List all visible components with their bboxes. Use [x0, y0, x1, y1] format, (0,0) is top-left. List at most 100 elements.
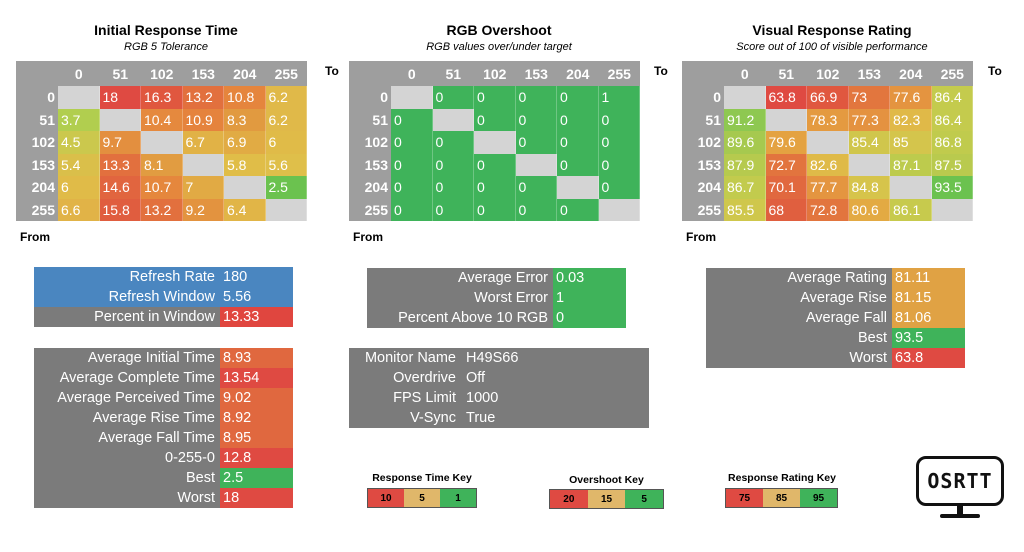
heatmap-cell [99, 108, 141, 131]
heatmap-cell: 0 [391, 108, 433, 131]
stat-value: 0 [553, 308, 626, 328]
heatmap-cell [724, 86, 766, 109]
overshoot-heatmap: 0 51 102 153 204 255 0 0 0 0 0 1 51 0 0 0 0 0 102 0 0 0 0 0 153 0… [349, 61, 640, 221]
heatmap-cell: 10.9 [182, 108, 224, 131]
stat-label: Best [706, 328, 892, 348]
heatmap-cell: 14.6 [99, 176, 141, 199]
heatmap-cell: 0 [474, 86, 516, 109]
stat-label: Best [34, 468, 220, 488]
heatmap-cell: 87.5 [931, 153, 973, 176]
heatmap-cell: 86.4 [931, 86, 973, 109]
panel2-to-label: To [654, 64, 668, 78]
key-swatch: 20 [550, 490, 588, 508]
overshoot-stats-table: Average Error 0.03 Worst Error 1 Percent Abo… [367, 268, 626, 328]
heatmap-cell: 85 [890, 131, 932, 154]
heatmap-cell: 70.1 [765, 176, 807, 199]
stat-value: 1000 [461, 388, 649, 408]
stat-value: 18 [220, 488, 293, 508]
heatmap-cell: 6 [265, 131, 307, 154]
column-header: 102 [141, 61, 183, 86]
column-header: 51 [432, 61, 474, 86]
heatmap-cell: 0 [515, 198, 557, 221]
heatmap-cell [141, 131, 183, 154]
panel3-to-label: To [988, 64, 1002, 78]
heatmap-cell: 6.2 [265, 108, 307, 131]
stat-value: 13.33 [220, 307, 293, 327]
heatmap-cell: 8.1 [141, 153, 183, 176]
heatmap-cell: 7 [182, 176, 224, 199]
logo-stand-neck [957, 506, 963, 516]
panel2-title: RGB Overshoot [446, 22, 552, 38]
stat-label: 0-255-0 [34, 448, 220, 468]
heatmap-cell [515, 153, 557, 176]
stat-label: Overdrive [349, 368, 461, 388]
column-header: 51 [99, 61, 141, 86]
stat-label: V-Sync [349, 408, 461, 428]
response-stats-table: Average Initial Time 8.93 Average Complete… [34, 348, 293, 508]
row-header: 0 [349, 86, 391, 109]
stat-label: Refresh Rate [34, 267, 220, 287]
stat-value: 63.8 [892, 348, 965, 368]
stat-label: Average Fall [706, 308, 892, 328]
heatmap-cell: 0 [432, 153, 474, 176]
heatmap-cell: 5.6 [265, 153, 307, 176]
heatmap-cell: 0 [391, 176, 433, 199]
heatmap-cell: 0 [474, 176, 516, 199]
heatmap-cell: 10.8 [224, 86, 266, 109]
column-header: 204 [890, 61, 932, 86]
overshoot-key-title: Overshoot Key [569, 474, 644, 486]
heatmap-cell [557, 176, 599, 199]
heatmap-cell: 73 [848, 86, 890, 109]
stat-label: Percent Above 10 RGB [367, 308, 553, 328]
stat-value: 0.03 [553, 268, 626, 288]
row-header: 204 [682, 176, 724, 199]
heatmap-cell: 2.5 [265, 176, 307, 199]
heatmap-cell: 85.4 [848, 131, 890, 154]
row-header: 0 [16, 86, 58, 109]
key-swatch: 5 [404, 489, 440, 507]
heatmap-cell [890, 176, 932, 199]
column-header: 153 [848, 61, 890, 86]
stat-value: 13.54 [220, 368, 293, 388]
column-header: 153 [515, 61, 557, 86]
stat-value: 2.5 [220, 468, 293, 488]
column-header: 102 [474, 61, 516, 86]
stat-label: Average Initial Time [34, 348, 220, 368]
row-header: 153 [349, 153, 391, 176]
heatmap-cell: 15.8 [99, 198, 141, 221]
stat-label: Refresh Window [34, 287, 220, 307]
heatmap-cell: 0 [432, 86, 474, 109]
row-header: 0 [682, 86, 724, 109]
heatmap-cell: 0 [474, 108, 516, 131]
column-header: 153 [182, 61, 224, 86]
heatmap-cell: 0 [391, 131, 433, 154]
heatmap-cell: 78.3 [807, 108, 849, 131]
column-header: 204 [224, 61, 266, 86]
column-header: 255 [598, 61, 640, 86]
heatmap-cell: 84.8 [848, 176, 890, 199]
heatmap-cell: 72.7 [765, 153, 807, 176]
heatmap-cell [598, 198, 640, 221]
heatmap-cell [474, 131, 516, 154]
heatmap-cell: 93.5 [931, 176, 973, 199]
logo-text: OSRTT [927, 469, 993, 493]
heatmap-cell: 6.2 [265, 86, 307, 109]
heatmap-cell: 82.6 [807, 153, 849, 176]
heatmap-cell: 89.6 [724, 131, 766, 154]
column-header: 255 [931, 61, 973, 86]
row-header: 204 [16, 176, 58, 199]
heatmap-cell: 79.6 [765, 131, 807, 154]
stat-value: 93.5 [892, 328, 965, 348]
refresh-stats-table: Refresh Rate 180 Refresh Window 5.56 Percent… [34, 267, 293, 327]
corner-cell [349, 61, 391, 86]
heatmap-cell: 16.3 [141, 86, 183, 109]
panel1-to-label: To [325, 64, 339, 78]
heatmap-cell [224, 176, 266, 199]
stat-value: 9.02 [220, 388, 293, 408]
stat-value: 8.95 [220, 428, 293, 448]
heatmap-cell: 10.7 [141, 176, 183, 199]
row-header: 102 [349, 131, 391, 154]
heatmap-cell: 80.6 [848, 198, 890, 221]
heatmap-cell: 13.2 [182, 86, 224, 109]
column-header: 0 [724, 61, 766, 86]
